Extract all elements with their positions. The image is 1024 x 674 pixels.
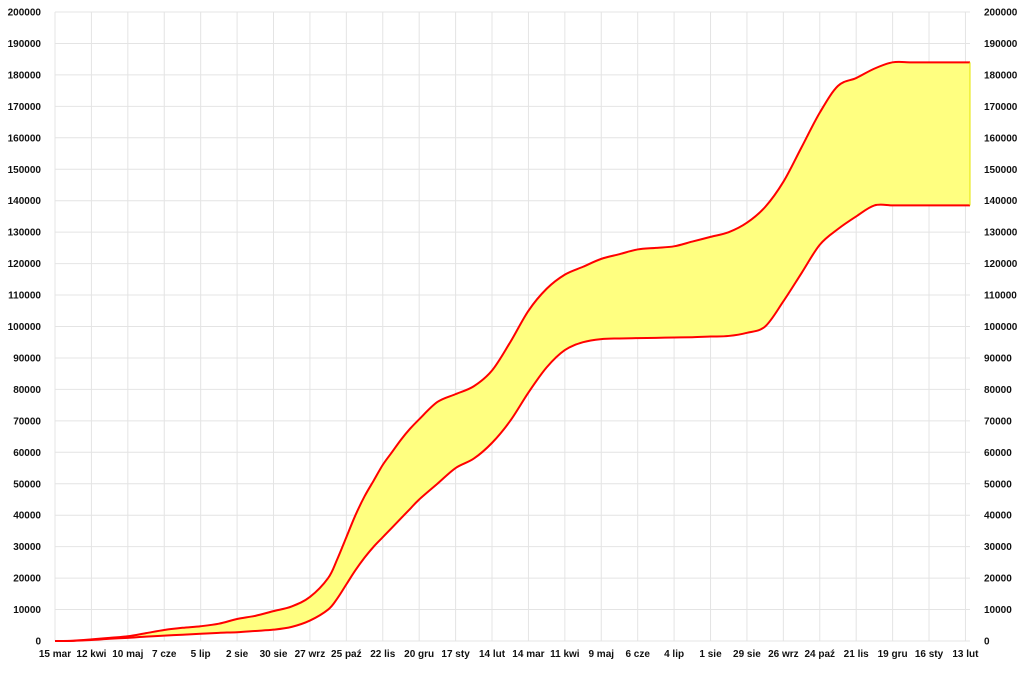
upper-series-line — [54, 60, 971, 642]
y-tick-label-left: 20000 — [13, 574, 41, 585]
y-tick-label-left: 50000 — [13, 479, 41, 490]
x-tick-label: 4 lip — [664, 649, 684, 660]
y-tick-label-right: 160000 — [984, 133, 1018, 144]
y-tick-label-right: 100000 — [984, 322, 1018, 333]
y-tick-label-left: 140000 — [8, 196, 42, 207]
y-tick-label-right: 10000 — [984, 605, 1012, 616]
x-tick-label: 30 sie — [260, 649, 288, 660]
y-tick-label-right: 110000 — [984, 291, 1017, 302]
x-tick-label: 19 gru — [878, 649, 908, 660]
x-tick-label: 12 kwi — [76, 649, 106, 660]
y-tick-label-left: 120000 — [8, 259, 42, 270]
y-tick-label-right: 40000 — [984, 511, 1012, 522]
y-tick-label-left: 100000 — [8, 322, 42, 333]
y-tick-label-right: 150000 — [984, 165, 1018, 176]
y-tick-label-right: 80000 — [984, 385, 1012, 396]
y-tick-label-right: 130000 — [984, 228, 1018, 239]
x-tick-label: 2 sie — [226, 649, 249, 660]
x-tick-label: 21 lis — [844, 649, 869, 660]
y-tick-label-right: 170000 — [984, 102, 1018, 113]
x-tick-label: 14 lut — [479, 649, 506, 660]
x-tick-label: 13 lut — [952, 649, 979, 660]
y-tick-label-left: 80000 — [13, 385, 41, 396]
y-tick-label-right: 30000 — [984, 542, 1012, 553]
y-tick-label-right: 0 — [984, 637, 990, 648]
x-tick-label: 26 wrz — [768, 649, 799, 660]
x-tick-label: 17 sty — [441, 649, 470, 660]
y-tick-label-right: 120000 — [984, 259, 1018, 270]
y-tick-label-left: 170000 — [8, 102, 42, 113]
x-tick-label: 11 kwi — [550, 649, 580, 660]
x-tick-label: 16 sty — [915, 649, 944, 660]
y-tick-label-left: 130000 — [8, 228, 42, 239]
x-tick-label: 15 mar — [39, 649, 71, 660]
x-tick-label: 7 cze — [152, 649, 177, 660]
x-tick-label: 22 lis — [370, 649, 395, 660]
x-tick-label: 27 wrz — [295, 649, 326, 660]
y-tick-label-right: 20000 — [984, 574, 1012, 585]
x-tick-label: 9 maj — [588, 649, 614, 660]
y-tick-label-right: 200000 — [984, 8, 1018, 19]
range-band-area — [55, 61, 970, 641]
y-tick-label-left: 0 — [35, 637, 41, 648]
y-tick-label-left: 40000 — [13, 511, 41, 522]
y-tick-label-left: 10000 — [13, 605, 41, 616]
x-tick-label: 1 sie — [699, 649, 722, 660]
x-tick-label: 20 gru — [404, 649, 434, 660]
x-axis: 15 mar 12 kwi 10 maj 7 cze 5 lip 2 sie 30 sie 2… — [39, 649, 979, 660]
y-tick-label-left: 160000 — [8, 133, 42, 144]
y-tick-label-left: 150000 — [8, 165, 42, 176]
x-tick-label: 10 maj — [112, 649, 143, 660]
y-tick-label-right: 190000 — [984, 39, 1018, 50]
x-tick-label: 29 sie — [733, 649, 761, 660]
y-tick-label-right: 50000 — [984, 479, 1012, 490]
y-tick-label-left: 30000 — [13, 542, 41, 553]
y-axis-left: 0 10000 20000 30000 40000 50000 60000 70000 8000… — [8, 8, 42, 648]
y-tick-label-left: 60000 — [13, 448, 41, 459]
y-tick-label-left: 110000 — [8, 291, 41, 302]
y-tick-label-left: 90000 — [13, 353, 41, 364]
x-tick-label: 25 paź — [331, 649, 362, 660]
y-tick-label-left: 70000 — [13, 416, 41, 427]
x-tick-label: 24 paź — [804, 649, 835, 660]
y-tick-label-right: 140000 — [984, 196, 1018, 207]
y-tick-label-left: 180000 — [8, 70, 42, 81]
x-tick-label: 5 lip — [191, 649, 211, 660]
y-tick-label-left: 200000 — [8, 8, 42, 19]
y-axis-right: 0 10000 20000 30000 40000 50000 60000 70000 8000… — [984, 8, 1018, 648]
x-tick-label: 6 cze — [625, 649, 650, 660]
y-tick-label-right: 90000 — [984, 353, 1012, 364]
lower-series-line — [54, 203, 970, 642]
y-tick-label-right: 180000 — [984, 70, 1018, 81]
y-tick-label-left: 190000 — [8, 39, 42, 50]
x-tick-label: 14 mar — [512, 649, 544, 660]
y-tick-label-right: 60000 — [984, 448, 1012, 459]
y-tick-label-right: 70000 — [984, 416, 1012, 427]
